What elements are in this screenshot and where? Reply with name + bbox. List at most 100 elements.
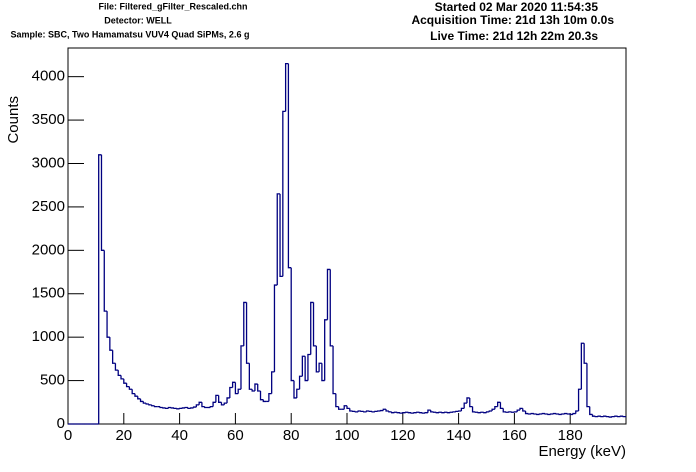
histogram-bin	[145, 403, 149, 405]
histogram-bin	[142, 401, 147, 404]
histogram-bin	[284, 62, 289, 112]
histogram-bin	[329, 269, 334, 347]
histogram-bin	[245, 302, 250, 364]
histogram-bin	[226, 397, 230, 404]
histogram-bin	[192, 406, 197, 408]
histogram-bin	[209, 405, 214, 408]
histogram-bin	[100, 154, 105, 251]
x-tick-label: 80	[283, 427, 300, 444]
histogram-bin	[167, 406, 172, 409]
histogram-bin	[591, 414, 596, 417]
histogram-bin	[296, 388, 300, 398]
header-detector: Detector: WELL	[104, 15, 172, 25]
x-tick-label: 160	[502, 427, 527, 444]
histogram-bin	[491, 408, 495, 411]
histogram-bin	[201, 402, 205, 408]
histogram-bin	[187, 407, 191, 410]
histogram-bin	[223, 402, 228, 405]
histogram-bin	[324, 319, 328, 381]
histogram-bin	[218, 395, 222, 403]
histogram-bin	[430, 410, 434, 413]
histogram-bin	[139, 398, 144, 403]
histogram-bin	[332, 345, 336, 395]
histogram-bin	[583, 343, 587, 364]
histogram-bin	[237, 388, 241, 394]
x-tick-label: 20	[115, 427, 132, 444]
histogram-bin	[460, 407, 465, 411]
histogram-bin	[301, 355, 306, 377]
histogram-bin	[159, 406, 163, 409]
histogram-bin	[298, 375, 303, 390]
histogram-bin	[307, 353, 311, 381]
histogram-bin	[516, 409, 520, 412]
histogram-bin	[106, 311, 110, 338]
histogram-bin	[128, 386, 133, 390]
y-tick-label: 1500	[32, 285, 65, 302]
histogram-bin	[519, 407, 523, 411]
x-tick-label: 140	[446, 427, 471, 444]
histogram-bin	[385, 409, 389, 412]
histogram-bin	[312, 302, 317, 347]
histogram-bin	[276, 193, 281, 286]
histogram-bin	[125, 383, 130, 388]
histogram-bin	[271, 371, 275, 394]
histogram-bin	[103, 250, 108, 312]
histogram-bin	[212, 401, 216, 407]
histogram-bin	[262, 399, 267, 403]
histogram-bin	[575, 410, 579, 414]
histogram-bin	[310, 301, 314, 355]
histogram-bin	[111, 350, 116, 364]
histogram-bin	[215, 394, 219, 403]
histogram-bin	[151, 404, 155, 407]
y-tick-label: 0	[57, 415, 65, 432]
y-tick-label: 2500	[32, 198, 65, 215]
y-tick-label: 500	[40, 372, 65, 389]
x-tick-label: 120	[390, 427, 415, 444]
histogram-bin	[343, 405, 347, 410]
histogram-bin	[251, 389, 255, 392]
histogram-bin	[586, 363, 590, 408]
x-axis-title: Energy (keV)	[538, 443, 626, 460]
histogram-bin	[466, 397, 470, 404]
x-tick-label: 40	[171, 427, 188, 444]
histogram-bin	[137, 396, 141, 400]
header-file: File: Filtered_gFilter_Rescaled.chn	[98, 1, 247, 11]
histogram-bin	[240, 345, 244, 390]
histogram-bin	[198, 401, 202, 405]
histogram-bin	[522, 408, 526, 412]
histogram-bin	[469, 397, 473, 408]
histogram-bin	[117, 370, 122, 377]
y-tick-label: 1000	[32, 328, 65, 345]
histogram-bin	[153, 405, 158, 408]
histogram-bin	[577, 388, 582, 411]
histogram-bin	[485, 411, 490, 413]
histogram-bin	[254, 383, 258, 392]
histogram-bin	[499, 402, 504, 410]
histogram-bin	[304, 356, 308, 382]
histogram-bin	[488, 410, 493, 412]
histogram-bin	[114, 363, 119, 371]
histogram-bin	[243, 301, 247, 346]
histogram-bin	[231, 381, 236, 388]
histogram-bin	[390, 411, 395, 414]
histogram-bin	[279, 193, 283, 278]
histogram-bin	[502, 408, 507, 413]
histogram-bin	[524, 410, 529, 415]
histogram-bin	[382, 408, 387, 411]
x-tick-label: 180	[558, 427, 583, 444]
histogram-bin	[120, 375, 124, 380]
histogram-bin	[248, 363, 253, 390]
histogram-bin	[315, 345, 320, 373]
histogram-bin	[109, 337, 113, 351]
histogram-bin	[346, 405, 350, 410]
header-acquisition: Acquisition Time: 21d 13h 10m 0.0s	[411, 13, 614, 27]
histogram-bin	[98, 154, 102, 424]
histogram-bin	[234, 382, 239, 395]
histogram-bin	[335, 393, 339, 408]
histogram-bin	[321, 363, 325, 382]
histogram-bin	[287, 63, 292, 269]
histogram-bin	[497, 401, 501, 407]
histogram-bin	[257, 384, 261, 392]
